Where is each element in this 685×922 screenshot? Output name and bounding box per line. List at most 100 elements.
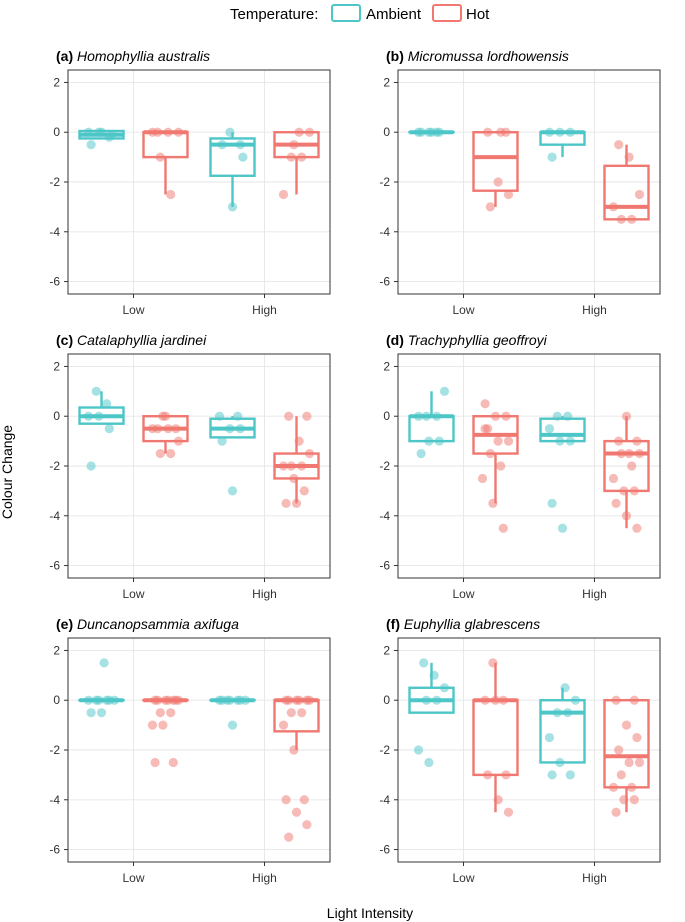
box-iqr — [603, 699, 650, 789]
data-point — [278, 189, 289, 200]
data-point — [483, 770, 493, 780]
data-point — [544, 732, 555, 743]
data-point — [434, 127, 444, 137]
panel-border — [397, 69, 661, 295]
data-point — [439, 386, 450, 396]
y-tick-label: -6 — [49, 275, 60, 289]
data-point — [421, 695, 431, 705]
y-tick-label: -6 — [379, 559, 390, 573]
box-hot-low — [472, 399, 519, 533]
box-hot-high — [273, 127, 320, 200]
panel-title: (c) Catalaphyllia jardinei — [56, 332, 207, 348]
panels: (a) Homophyllia australis 2 0 -2 -4 -6 Low High… — [49, 48, 661, 885]
legend-label-ambient: Ambient — [366, 6, 422, 23]
data-point — [304, 127, 315, 137]
panel-title: (f) Euphyllia glabrescens — [386, 616, 540, 632]
data-point — [632, 732, 642, 743]
box-ambient-high — [209, 127, 256, 212]
box-iqr — [539, 699, 586, 764]
data-point — [629, 695, 639, 705]
data-point — [627, 461, 637, 471]
data-point — [547, 498, 557, 508]
data-point — [627, 782, 637, 792]
y-tick-label: -6 — [379, 843, 390, 857]
legend-key-ambient — [331, 4, 361, 22]
y-tick-label: -2 — [379, 459, 390, 473]
data-point — [233, 411, 243, 421]
panel-tag: (e) — [56, 616, 77, 632]
data-point — [278, 720, 289, 730]
y-tick-label: 0 — [53, 125, 60, 139]
box-ambient-high — [539, 127, 586, 162]
data-point — [217, 695, 227, 705]
data-point — [96, 127, 107, 137]
data-point — [291, 807, 302, 817]
data-point — [614, 140, 624, 150]
data-point — [496, 461, 506, 471]
data-point — [552, 411, 562, 421]
box-hot-high — [603, 411, 650, 533]
data-point — [621, 411, 632, 421]
y-tick-label: 2 — [53, 75, 60, 89]
data-point — [83, 695, 94, 705]
data-point — [297, 708, 307, 718]
x-tick-label: Low — [452, 587, 474, 601]
data-point — [416, 448, 426, 459]
data-point — [477, 473, 488, 484]
data-point — [629, 486, 639, 496]
x-tick-label: Low — [452, 303, 474, 317]
data-point — [83, 411, 94, 421]
data-point — [163, 127, 173, 137]
data-point — [286, 152, 296, 162]
data-point — [624, 448, 634, 459]
data-point — [147, 720, 158, 730]
data-point — [563, 708, 573, 718]
data-point — [503, 807, 514, 817]
data-point — [173, 695, 184, 705]
data-point — [155, 708, 165, 718]
data-point — [611, 807, 621, 817]
box-ambient-high — [539, 411, 586, 533]
data-point — [155, 152, 165, 162]
y-tick-label: -2 — [49, 175, 60, 189]
data-point — [302, 820, 312, 830]
data-point — [171, 424, 181, 434]
y-tick-label: -4 — [379, 225, 390, 239]
data-point — [284, 695, 294, 705]
data-point — [501, 770, 511, 780]
data-point — [155, 448, 165, 459]
box-ambient-low — [408, 658, 455, 768]
data-point — [99, 658, 109, 668]
data-point — [503, 436, 514, 446]
data-point — [563, 411, 573, 421]
x-tick-label: High — [252, 303, 277, 317]
data-point — [634, 757, 645, 768]
data-point — [294, 127, 304, 137]
legend-label-hot: Hot — [466, 6, 490, 23]
box-ambient-high — [209, 695, 256, 730]
data-point — [173, 127, 184, 137]
data-point — [86, 140, 96, 150]
data-point — [547, 770, 557, 780]
data-point — [439, 683, 450, 693]
box-iqr — [472, 131, 519, 192]
data-point — [501, 411, 511, 421]
data-point — [217, 436, 227, 446]
data-point — [286, 461, 296, 471]
data-point — [235, 140, 245, 150]
data-point — [166, 448, 176, 459]
box-ambient-high — [539, 683, 586, 780]
data-point — [96, 708, 107, 718]
data-point — [503, 189, 514, 200]
legend-title: Temperature: — [230, 6, 318, 23]
data-point — [163, 424, 173, 434]
y-tick-label: -6 — [379, 275, 390, 289]
data-point — [225, 424, 235, 434]
data-point — [480, 695, 490, 705]
panel-border — [397, 637, 661, 863]
data-point — [147, 127, 158, 137]
data-point — [217, 140, 227, 150]
panel-tag: (a) — [56, 48, 77, 64]
data-point — [413, 411, 424, 421]
